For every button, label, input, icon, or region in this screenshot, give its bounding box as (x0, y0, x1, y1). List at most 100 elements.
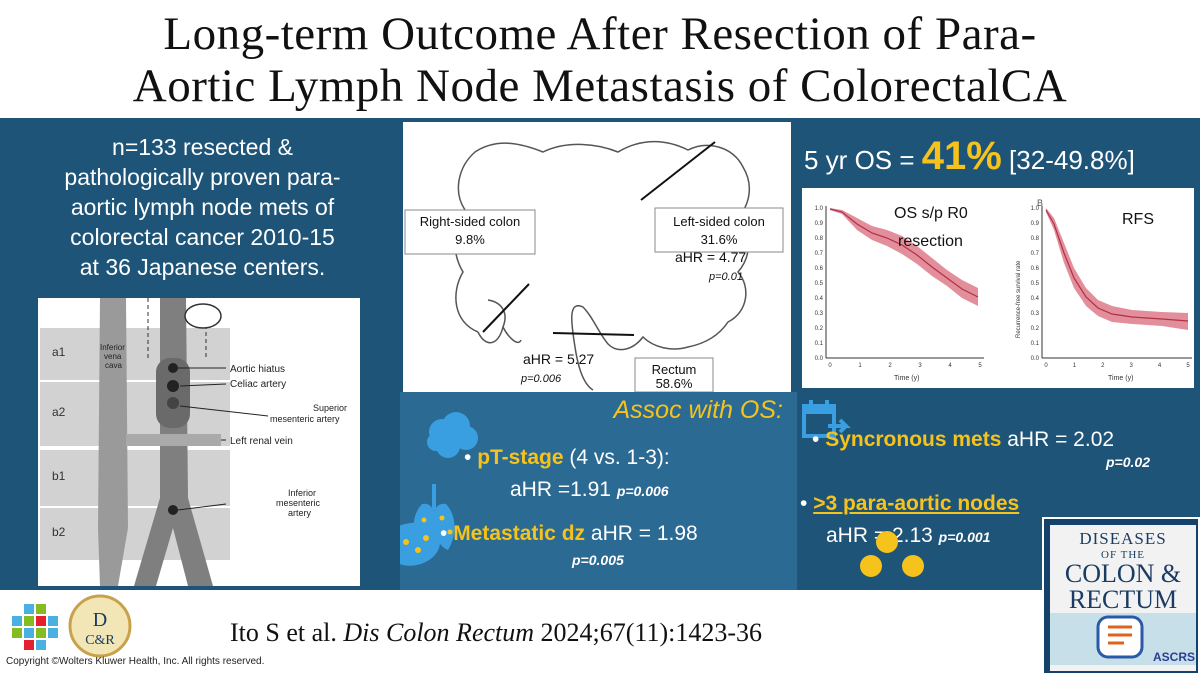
pt-stage-item: • pT-stage (4 vs. 1-3): (464, 446, 670, 470)
synchronous-mets-p: p=0.02 (1106, 454, 1150, 470)
leader-ima (177, 503, 227, 511)
zone-a1-band (40, 328, 230, 380)
left-renal-vein-label: Left renal vein (230, 436, 293, 447)
km-svg: 1.00.90.80.70.60.50.40.30.20.10.00 1 2 3 4 5 … (815, 198, 1192, 382)
ima-label-line-2: mesenteric (276, 498, 321, 508)
km-right-y-tick: 0.7 (1031, 251, 1040, 257)
rectum-pct: 58.6% (656, 376, 693, 391)
rectum-ahr: aHR = 5.27 (523, 351, 594, 367)
km-left-y-tick: 0.1 (815, 341, 824, 347)
footer: D C&R Ito S et al. Dis Colon Rectum 2024… (0, 590, 1200, 675)
km-left-y-tick: 0.9 (815, 221, 824, 227)
lymph-nodes-icon (860, 531, 924, 577)
ascrs-label: ASCRS (1153, 650, 1195, 664)
km-right-y-tick: 1.0 (1031, 206, 1040, 212)
pt-stage-comparison: (4 vs. 1-3): (563, 446, 670, 469)
pt-stage-bullet: • (464, 446, 478, 469)
nodes-bullet: • (800, 492, 814, 515)
ivc-label-line-2: vena (104, 352, 122, 361)
km-left-x-tick: 4 (948, 363, 952, 369)
appendix-outline (502, 326, 522, 344)
citation-authors: Ito S et al. (230, 618, 344, 647)
pt-stage-ahr-line: aHR =1.91 p=0.006 (510, 478, 669, 502)
title-line-1: Long-term Outcome After Resection of Par… (163, 8, 1037, 60)
page-title: Long-term Outcome After Resection of Par… (0, 0, 1200, 118)
lung-liver-metastasis-icon (400, 484, 455, 566)
km-right-x-tick: 1 (1073, 363, 1077, 369)
km-panel-b-letter: B (1037, 198, 1043, 208)
citation: Ito S et al. Dis Colon Rectum 2024;67(11… (230, 618, 762, 648)
colon-distribution-diagram: Right-sided colon 9.8% Left-sided colon … (403, 122, 791, 393)
km-left-x-axis-label: Time (y) (894, 375, 919, 382)
rfs-confidence-band (1046, 208, 1188, 330)
km-left-y-tick: 1.0 (815, 206, 824, 212)
right-colon-pct: 9.8% (455, 232, 485, 247)
right-colon-box (404, 209, 536, 255)
km-right-x-tick: 2 (1101, 363, 1105, 369)
aortic-hiatus-label: Aortic hiatus (230, 364, 285, 375)
journal-cover-line-3: COLON & (1064, 559, 1182, 588)
aortic-hiatus-dot (168, 363, 178, 373)
km-right-ticks: 1.0 0.9 0.8 0.7 0.6 0.5 0.4 0.3 0.2 0.1 0.0 0 1 2 3 4 5 (1031, 206, 1191, 369)
rfs-plot-label: RFS (1122, 211, 1154, 228)
km-left-x-tick: 3 (918, 363, 922, 369)
sync-bullet: • (812, 428, 826, 451)
km-right-x-tick: 5 (1186, 363, 1190, 369)
para-aortic-nodes-p: p=0.001 (938, 529, 991, 545)
zone-a1-label: a1 (52, 345, 66, 359)
km-left-x-tick: 5 (978, 363, 982, 369)
rectum-p: p=0.006 (520, 373, 562, 385)
sma-label-line-2: mesenteric artery (270, 414, 340, 424)
renal-vein (126, 434, 221, 446)
km-right-x-tick: 0 (1044, 363, 1048, 369)
km-left-y-tick: 0.2 (815, 326, 824, 332)
colon-svg: Right-sided colon 9.8% Left-sided colon … (404, 140, 784, 393)
km-right-y-tick: 0.9 (1031, 221, 1040, 227)
km-left-x-tick: 1 (858, 363, 862, 369)
citation-journal: Dis Colon Rectum (343, 618, 535, 647)
dcr-logo-d: D (93, 609, 107, 631)
left-colon-box (654, 207, 784, 253)
cohort-description: n=133 resected & pathologically proven p… (20, 132, 385, 282)
km-left-ticks: 1.0 0.9 0.8 0.7 0.6 0.5 0.4 0.3 0.2 0.1 0.0 0 1 2 3 4 5 (815, 206, 983, 369)
synchronous-mets-item: • Syncronous mets aHR = 2.02 (812, 428, 1114, 452)
journal-cover-line-4: RECTUM (1068, 585, 1178, 614)
cohort-line-1: n=133 resected & (112, 134, 293, 160)
dcr-logo-icon: D C&R (68, 594, 132, 658)
calendar-arrow-icon (802, 400, 851, 438)
ima-label-line-1: Inferior (288, 488, 316, 498)
km-left-x-tick: 2 (888, 363, 892, 369)
celiac-artery-label: Celiac artery (230, 379, 286, 390)
cohort-line-5: at 36 Japanese centers. (79, 254, 326, 280)
zone-b1-band (40, 450, 230, 506)
os-curve (829, 208, 979, 298)
km-left-x-tick: 0 (828, 363, 832, 369)
os-ci: [32-49.8%] (1001, 145, 1135, 175)
left-colon-label: Left-sided colon (673, 214, 765, 229)
metastatic-dz-item: • Metastatic dz aHR = 1.98 (440, 522, 698, 546)
wolters-kluwer-logo-icon (12, 604, 58, 650)
kaplan-meier-panel: 1.0 0.9 0.8 0.7 0.6 0.5 0.4 0.3 0.2 0.1 0.0 0 1 2 3 4 5 … (802, 188, 1194, 388)
sma-dot (167, 397, 179, 409)
km-left-y-tick: 0.7 (815, 251, 824, 257)
km-right-x-axis-label: Time (y) (1108, 375, 1133, 382)
km-left-y-tick: 0.6 (815, 266, 824, 272)
rectum-label: Rectum (652, 362, 697, 377)
rectum-box (634, 357, 714, 393)
citation-details: 2024;67(11):1423-36 (534, 618, 762, 647)
cohort-line-2: pathologically proven para- (64, 164, 341, 190)
cohort-line-4: colorectal cancer 2010-15 (70, 224, 335, 250)
km-right-y-tick: 0.2 (1031, 326, 1040, 332)
rfs-curve (1045, 209, 1189, 322)
km-right-y-tick: 0.6 (1031, 266, 1040, 272)
title-line-2: Aortic Lymph Node Metastasis of Colorect… (132, 60, 1068, 112)
os-value: 41% (921, 134, 1002, 178)
km-left-y-tick: 0.3 (815, 311, 824, 317)
km-right-y-tick: 0.1 (1031, 341, 1040, 347)
km-right-y-axis-label: Recurrence-free survival rate (1016, 260, 1022, 338)
celiac-dot (167, 380, 179, 392)
left-colon-ahr: aHR = 4.77 (675, 249, 746, 265)
assoc-heading: Assoc with OS: (613, 396, 784, 424)
para-aortic-nodes-item: • >3 para-aortic nodes (800, 492, 1019, 516)
os-plot-label-line-1: OS s/p R0 (894, 205, 968, 222)
